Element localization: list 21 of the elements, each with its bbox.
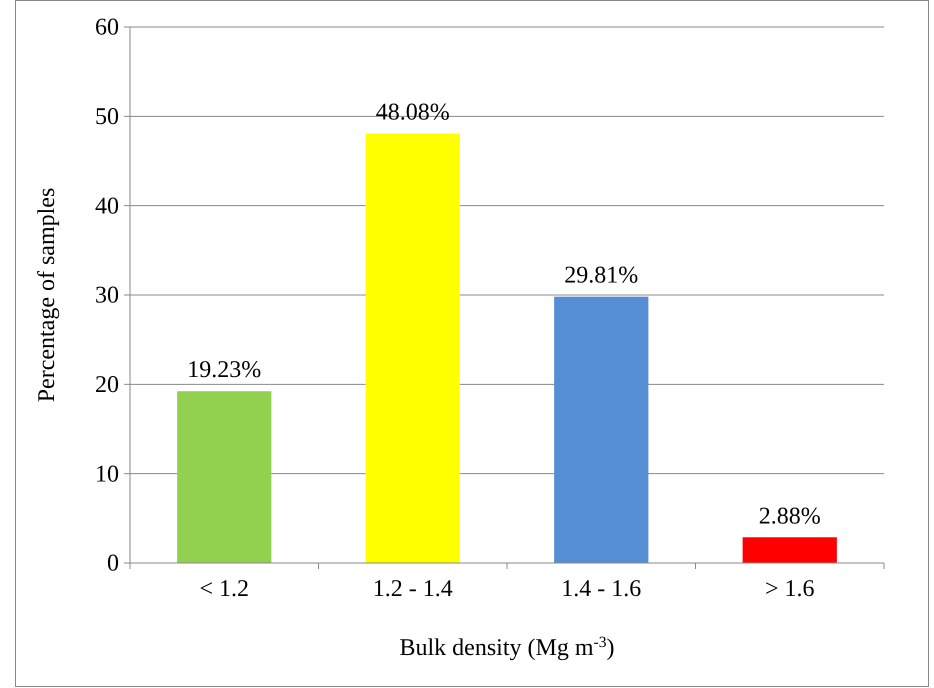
y-tick-label: 20	[95, 372, 119, 398]
y-tick-label: 40	[95, 193, 119, 220]
data-label: 29.81%	[564, 262, 638, 289]
x-axis-title: Bulk density (Mg m$^{-3}$)	[399, 634, 615, 661]
y-tick-label: 0	[107, 550, 119, 577]
y-tick-label: 50	[95, 104, 119, 130]
y-tick-label: 10	[95, 461, 119, 488]
data-label: 2.88%	[758, 503, 821, 530]
x-tick-label: < 1.2	[199, 576, 250, 602]
x-tick-label: 1.4 - 1.6	[561, 576, 642, 602]
x-tick-label: > 1.6	[764, 576, 815, 602]
bar	[366, 133, 460, 563]
bar	[742, 537, 837, 563]
bar	[177, 391, 272, 563]
data-label: 48.08%	[376, 99, 450, 126]
bar	[554, 296, 648, 563]
y-axis-title: Percentage of samples	[34, 188, 60, 402]
y-tick-label: 30	[95, 282, 119, 309]
data-label: 19.23%	[187, 357, 262, 384]
x-tick-label: 1.2 - 1.4	[372, 576, 453, 602]
y-tick-label: 60	[95, 14, 119, 41]
